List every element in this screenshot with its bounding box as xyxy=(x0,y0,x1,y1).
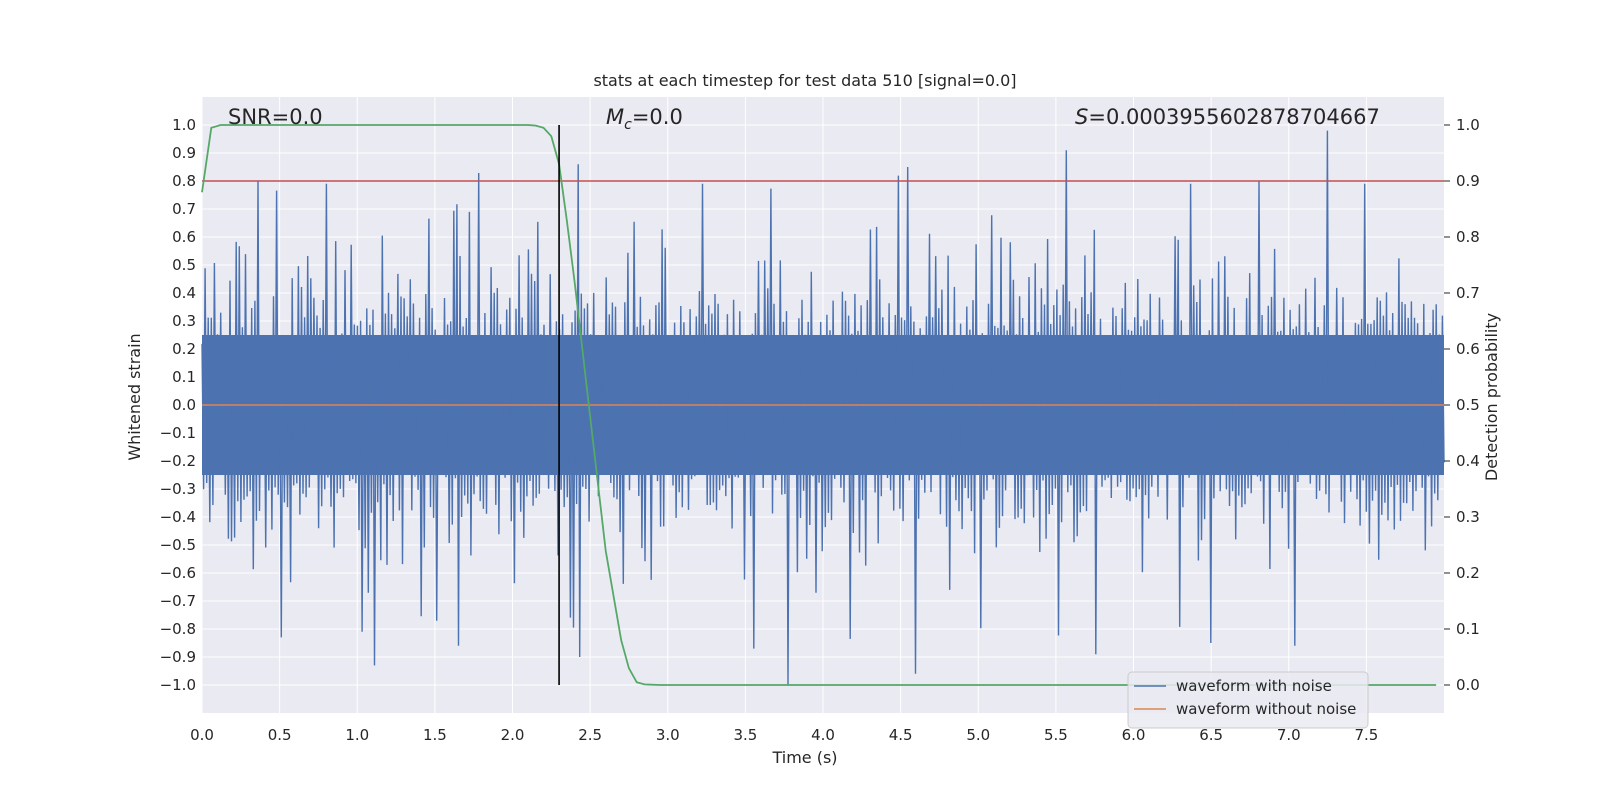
x-tick-label: 2.0 xyxy=(501,726,525,744)
y-tick-label-left: 0.0 xyxy=(172,396,196,414)
x-tick-label: 6.5 xyxy=(1199,726,1223,744)
series-detection-probability xyxy=(201,124,1437,686)
x-tick-label: 6.0 xyxy=(1122,726,1146,744)
y-tick-label-left: 1.0 xyxy=(172,116,196,134)
y-tick-label-left: 0.6 xyxy=(172,228,196,246)
x-tick-label: 4.5 xyxy=(889,726,913,744)
s-symbol: S xyxy=(1075,105,1088,129)
y-tick-label-left: 0.8 xyxy=(172,172,196,190)
x-tick-label: 2.5 xyxy=(578,726,602,744)
y-tick-label-left: −0.7 xyxy=(160,592,196,610)
x-tick-label: 3.0 xyxy=(656,726,680,744)
legend-label-noise: waveform with noise xyxy=(1176,677,1332,695)
y-tick-label-left: 0.9 xyxy=(172,144,196,162)
x-tick-label: 3.5 xyxy=(733,726,757,744)
y-ticks-left: 1.0 0.9 0.8 0.7 0.6 0.5 0.4 0.3 0.2 0.1 0.0 −0.1 −0.… xyxy=(160,116,196,694)
x-tick-label: 4.0 xyxy=(811,726,835,744)
y-tick-label-left: 0.4 xyxy=(172,284,196,302)
y-tick-label-left: −1.0 xyxy=(160,676,196,694)
x-tick-label: 5.5 xyxy=(1044,726,1068,744)
x-tick-label: 7.5 xyxy=(1354,726,1378,744)
y-tick-label-right: 0.8 xyxy=(1456,228,1480,246)
y-tick-label-left: −0.5 xyxy=(160,536,196,554)
x-tick-label: 0.0 xyxy=(190,726,214,744)
y-tick-label-left: −0.9 xyxy=(160,648,196,666)
series-waveform-with-noise xyxy=(201,130,1445,686)
y-axis-label-left: Whitened strain xyxy=(125,333,144,460)
x-tick-label: 1.5 xyxy=(423,726,447,744)
y-tick-label-left: −0.3 xyxy=(160,480,196,498)
mc-symbol: M xyxy=(606,105,624,129)
y-tick-label-left: −0.6 xyxy=(160,564,196,582)
y-tick-label-right: 0.7 xyxy=(1456,284,1480,302)
y-tick-label-left: 0.5 xyxy=(172,256,196,274)
x-tick-label: 5.0 xyxy=(966,726,990,744)
chirp-mass-annotation: Mc=0.0 xyxy=(606,105,683,133)
x-tick-label: 7.0 xyxy=(1277,726,1301,744)
y-tick-label-right: 0.4 xyxy=(1456,452,1480,470)
y-ticks-right: 1.0 0.9 0.8 0.7 0.6 0.5 0.4 0.3 0.2 0.1 0.0 xyxy=(1444,116,1480,694)
y-tick-label-right: 0.0 xyxy=(1456,676,1480,694)
y-tick-label-left: 0.1 xyxy=(172,368,196,386)
mc-subscript: c xyxy=(624,117,632,133)
s-annotation: S=0.0003955602878704667 xyxy=(1075,105,1380,129)
y-tick-label-left: −0.2 xyxy=(160,452,196,470)
y-tick-label-left: 0.3 xyxy=(172,312,196,330)
y-tick-label-right: 0.2 xyxy=(1456,564,1480,582)
y-tick-label-right: 0.9 xyxy=(1456,172,1480,190)
y-tick-label-right: 0.6 xyxy=(1456,340,1480,358)
y-tick-label-left: 0.7 xyxy=(172,200,196,218)
y-tick-label-right: 0.3 xyxy=(1456,508,1480,526)
y-axis-label-right: Detection probability xyxy=(1482,313,1501,481)
legend-label-clean: waveform without noise xyxy=(1176,700,1356,718)
y-tick-label-right: 0.5 xyxy=(1456,396,1480,414)
x-axis-label: Time (s) xyxy=(771,748,837,767)
legend-box xyxy=(1127,671,1369,729)
legend: waveform with noise waveform without noi… xyxy=(1127,671,1369,729)
snr-annotation: SNR=0.0 xyxy=(228,105,323,129)
y-tick-label-left: 0.2 xyxy=(172,340,196,358)
y-tick-label-left: −0.8 xyxy=(160,620,196,638)
x-ticks: 0.0 0.5 1.0 1.5 2.0 2.5 3.0 3.5 4.0 4.5 5.0 5.5 6.0 6… xyxy=(190,726,1378,744)
y-tick-label-right: 0.1 xyxy=(1456,620,1480,638)
x-tick-label: 0.5 xyxy=(268,726,292,744)
y-tick-label-left: −0.1 xyxy=(160,424,196,442)
s-value: =0.0003955602878704667 xyxy=(1088,105,1380,129)
y-tick-label-left: −0.4 xyxy=(160,508,196,526)
plot-area xyxy=(201,97,1445,713)
y-tick-label-right: 1.0 xyxy=(1456,116,1480,134)
mc-value: =0.0 xyxy=(632,105,683,129)
x-tick-label: 1.0 xyxy=(345,726,369,744)
chart-title: stats at each timestep for test data 510… xyxy=(593,71,1016,90)
